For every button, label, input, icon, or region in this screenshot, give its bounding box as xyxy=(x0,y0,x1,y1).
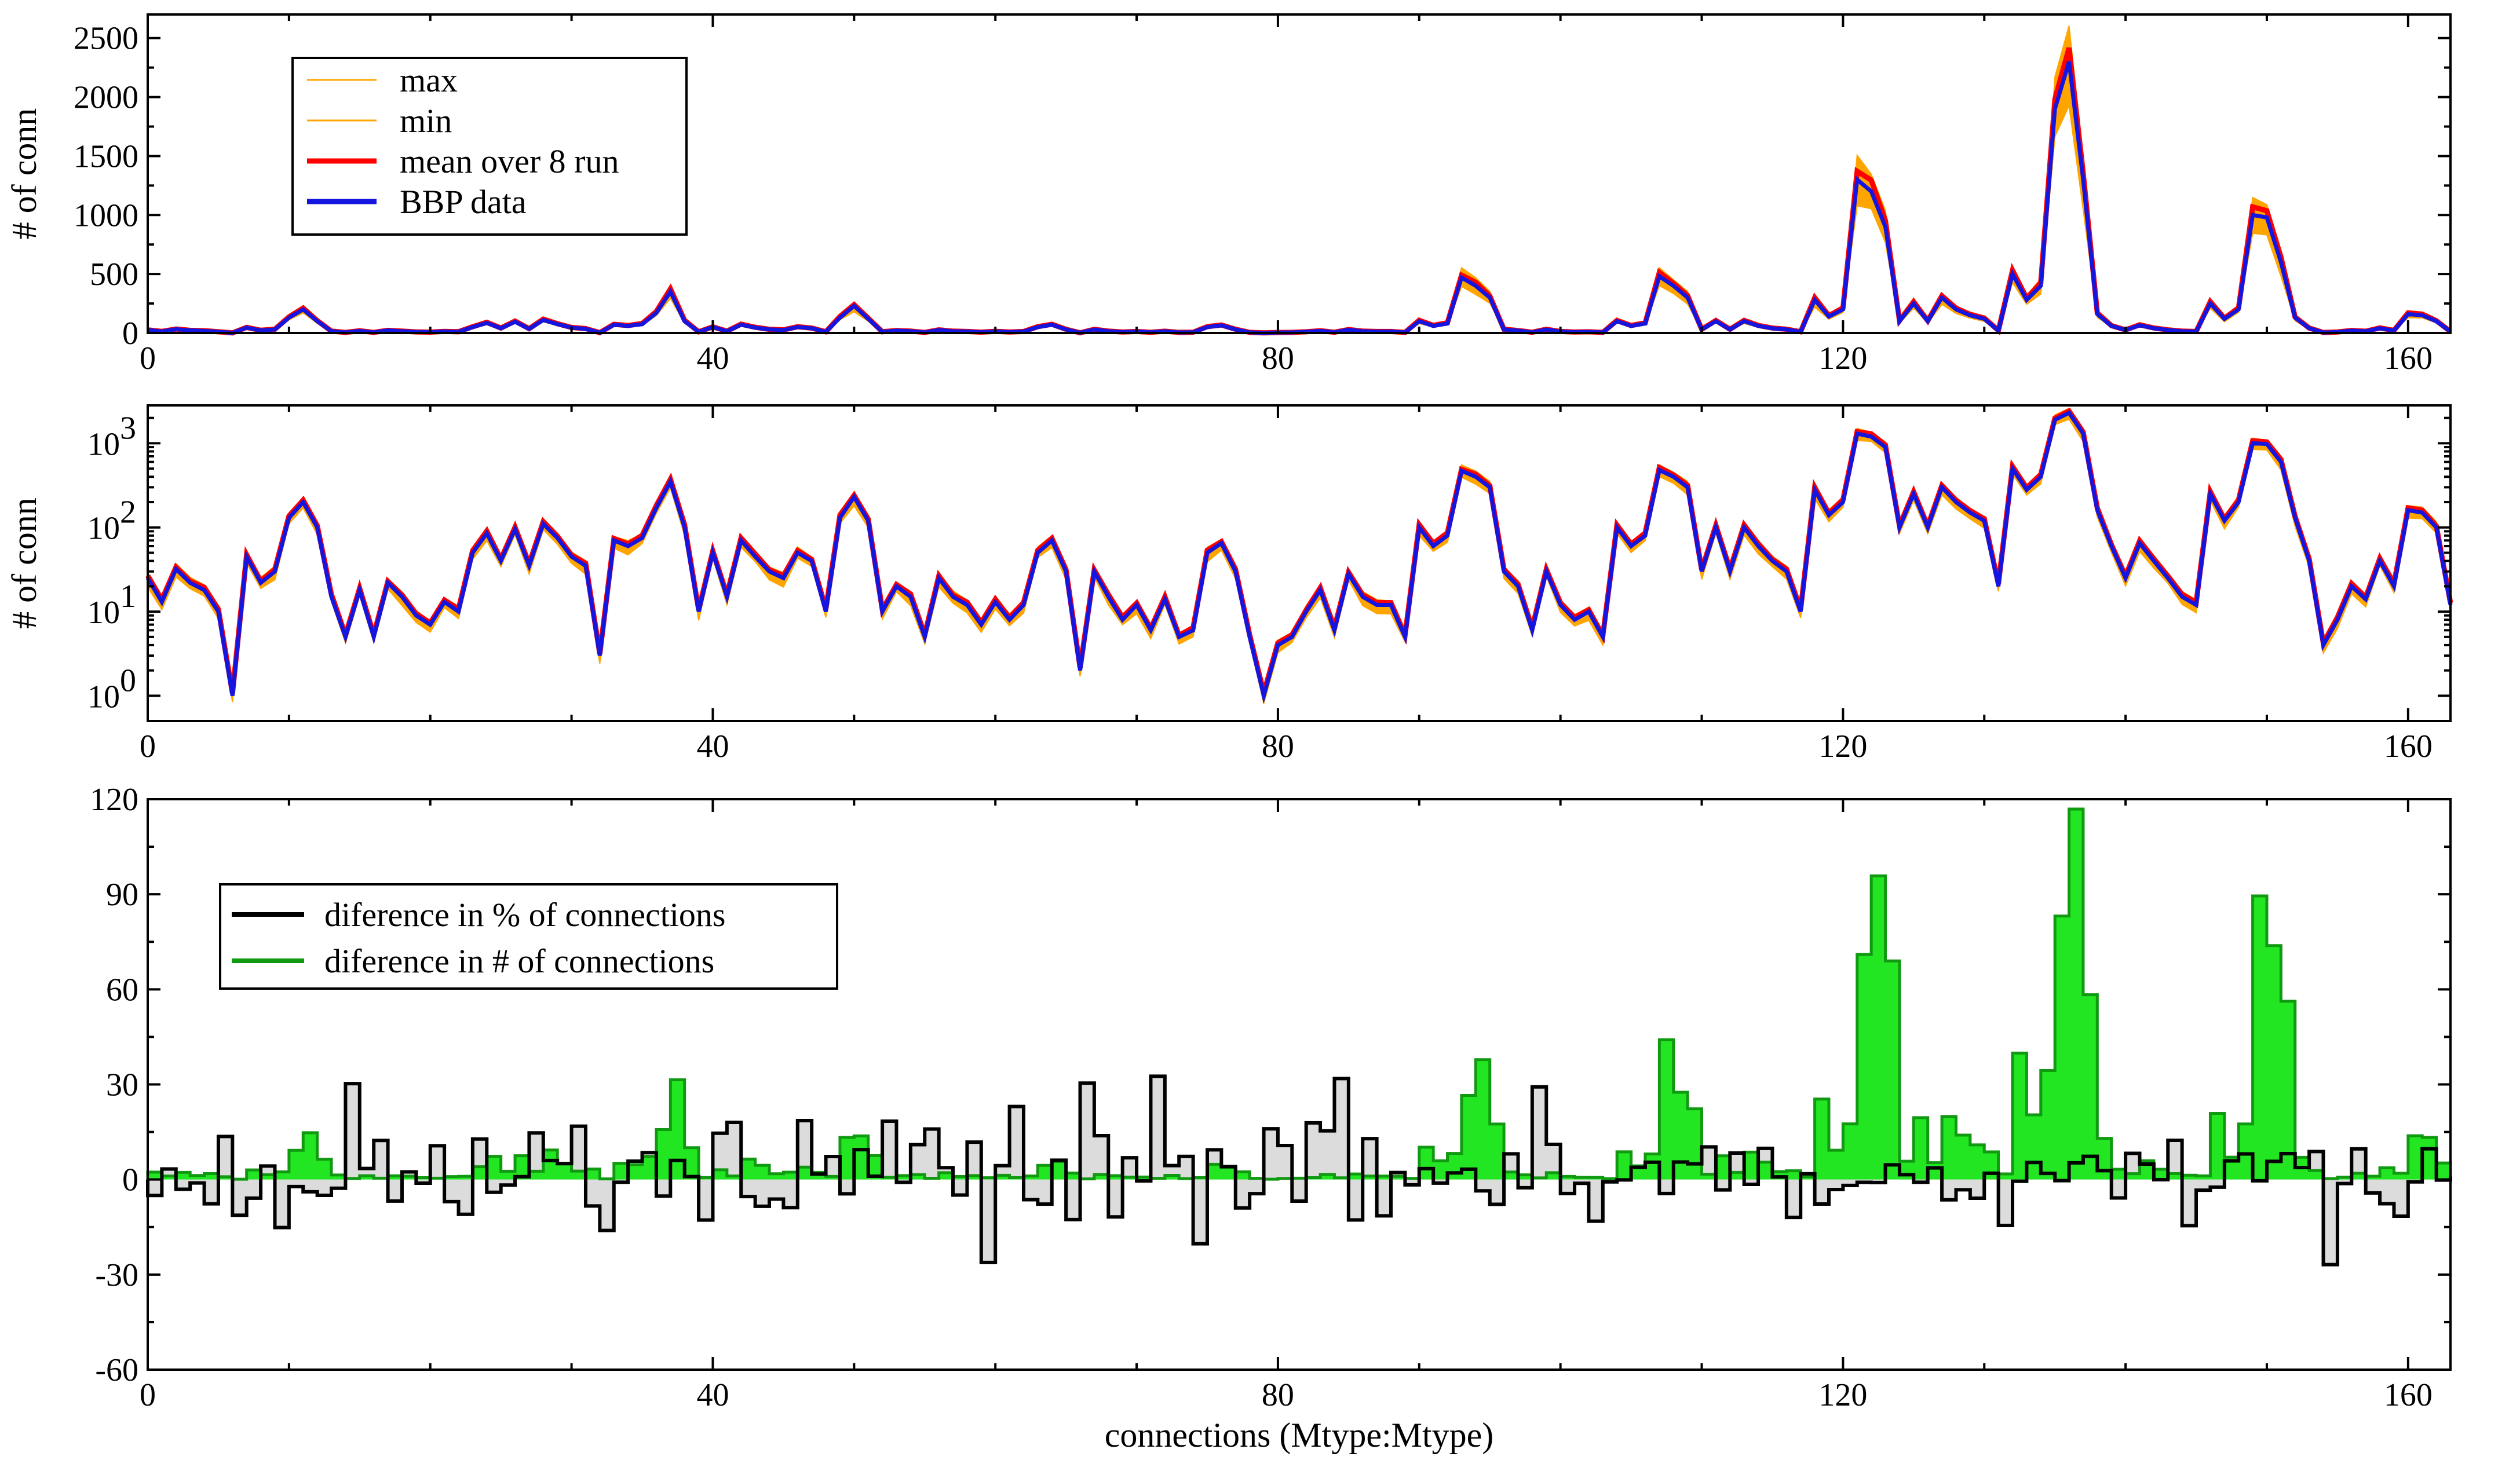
x-tick-label: 0 xyxy=(140,1377,156,1413)
legend-box xyxy=(291,57,688,236)
x-tick-label: 120 xyxy=(1818,1377,1867,1413)
y-ticks-bottom: -60 -30 0 30 60 90 120 xyxy=(90,782,2450,1388)
y-axis-label-top: # of conn xyxy=(5,108,43,240)
y-tick-label: 60 xyxy=(106,972,138,1008)
y-tick-label: 120 xyxy=(90,782,138,818)
plot-frame-middle xyxy=(147,404,2452,722)
panel-top-linear: 0 40 80 120 160 0 500 1000 1500 2000 2500 # of co… xyxy=(5,13,2452,376)
y-tick-label: 30 xyxy=(106,1067,138,1103)
y-tick-label: 10 xyxy=(87,595,120,631)
y-tick-label: 90 xyxy=(106,877,138,913)
x-ticks-top: 0 40 80 120 160 xyxy=(140,14,2433,376)
x-tick-label: 40 xyxy=(696,341,729,376)
x-axis-label: connections (Mtype:Mtype) xyxy=(1105,1416,1494,1454)
x-ticks-bottom: 0 40 80 120 160 xyxy=(140,799,2433,1413)
y-tick-label: -60 xyxy=(95,1352,138,1388)
x-tick-label: 40 xyxy=(696,729,729,764)
y-tick-label: 500 xyxy=(90,257,138,292)
y-tick-exponent: 1 xyxy=(120,579,136,614)
y-axis-label-middle: # of conn xyxy=(5,497,43,629)
y-tick-label: 1000 xyxy=(74,197,138,233)
max-min-area-log xyxy=(147,407,2451,704)
y-tick-exponent: 2 xyxy=(120,495,136,530)
num-difference-line xyxy=(146,807,2452,1181)
y-tick-label: 10 xyxy=(87,426,120,462)
legend-label: BBP data xyxy=(400,183,527,221)
max-min-band-middle xyxy=(147,407,2451,704)
y-tick-label: -30 xyxy=(95,1257,138,1293)
num-difference-fill xyxy=(148,809,2450,1180)
x-tick-label: 120 xyxy=(1818,729,1867,764)
y-tick-label: 10 xyxy=(87,679,120,715)
x-tick-label: 80 xyxy=(1262,341,1294,376)
x-tick-label: 0 xyxy=(140,729,156,764)
legend-label: max xyxy=(400,61,458,99)
bbp-line-middle xyxy=(145,410,2453,704)
y-tick-exponent: 3 xyxy=(120,410,136,446)
x-ticks-middle: 0 40 80 120 160 xyxy=(140,405,2433,764)
x-tick-label: 80 xyxy=(1262,729,1294,764)
x-tick-label: 0 xyxy=(140,341,156,376)
plot-frame-top xyxy=(147,13,2452,334)
y-tick-label: 1500 xyxy=(74,138,138,174)
y-tick-label: 0 xyxy=(122,316,138,352)
y-tick-label: 10 xyxy=(87,511,120,547)
y-tick-label: 2000 xyxy=(74,80,138,116)
legend-label: diference in % of connections xyxy=(324,896,726,934)
y-tick-label: 2500 xyxy=(74,21,138,57)
y-ticks-top: 0 500 1000 1500 2000 2500 xyxy=(74,21,2450,352)
x-tick-label: 160 xyxy=(2384,729,2433,764)
x-tick-label: 40 xyxy=(696,1377,729,1413)
pct-difference-line xyxy=(146,1074,2452,1267)
legend-label: diference in # of connections xyxy=(324,942,714,980)
legend-box xyxy=(219,883,838,990)
x-tick-label: 160 xyxy=(2384,1377,2433,1413)
x-tick-label: 80 xyxy=(1262,1377,1294,1413)
legend-label: min xyxy=(400,102,452,140)
y-tick-exponent: 0 xyxy=(120,663,136,698)
legend-bottom: diference in % of connections diference i… xyxy=(219,883,838,990)
legend-label: mean over 8 run xyxy=(400,142,619,180)
x-tick-label: 120 xyxy=(1818,341,1867,376)
x-tick-label: 160 xyxy=(2384,341,2433,376)
y-tick-label: 0 xyxy=(122,1162,138,1198)
panel-bottom-difference: 0 40 80 120 160 -60 -30 0 30 60 90 120 connections… xyxy=(90,782,2452,1454)
